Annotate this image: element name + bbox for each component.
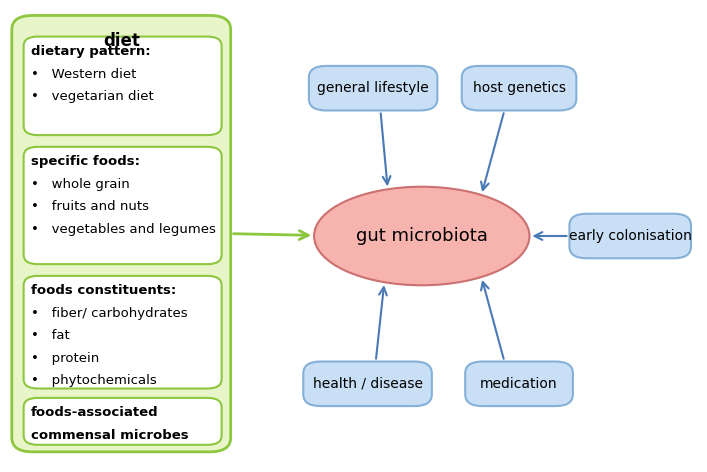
- FancyBboxPatch shape: [12, 16, 230, 452]
- Text: •   vegetables and legumes: • vegetables and legumes: [30, 223, 216, 236]
- Text: •   fiber/ carbohydrates: • fiber/ carbohydrates: [30, 307, 187, 320]
- Text: medication: medication: [480, 377, 558, 391]
- Text: •   phytochemicals: • phytochemicals: [30, 374, 156, 388]
- FancyBboxPatch shape: [462, 66, 576, 110]
- Text: general lifestyle: general lifestyle: [317, 81, 429, 95]
- Text: dietary pattern:: dietary pattern:: [30, 45, 150, 58]
- Text: health / disease: health / disease: [312, 377, 423, 391]
- Text: •   vegetarian diet: • vegetarian diet: [30, 90, 153, 103]
- FancyBboxPatch shape: [23, 398, 222, 445]
- FancyBboxPatch shape: [569, 214, 691, 258]
- FancyBboxPatch shape: [465, 362, 573, 406]
- FancyBboxPatch shape: [23, 276, 222, 388]
- FancyBboxPatch shape: [23, 147, 222, 264]
- Text: diet: diet: [103, 32, 140, 50]
- Text: gut microbiota: gut microbiota: [356, 227, 488, 245]
- Text: •   Western diet: • Western diet: [30, 67, 136, 81]
- Text: foods constituents:: foods constituents:: [30, 284, 176, 297]
- Text: host genetics: host genetics: [472, 81, 566, 95]
- Text: •   fruits and nuts: • fruits and nuts: [30, 200, 148, 213]
- Text: commensal microbes: commensal microbes: [30, 429, 188, 442]
- Text: foods-associated: foods-associated: [30, 406, 158, 419]
- FancyBboxPatch shape: [23, 37, 222, 135]
- Text: •   whole grain: • whole grain: [30, 178, 129, 191]
- Text: •   protein: • protein: [30, 352, 99, 365]
- FancyBboxPatch shape: [309, 66, 438, 110]
- Text: early colonisation: early colonisation: [568, 229, 691, 243]
- Text: •   fat: • fat: [30, 329, 69, 342]
- Ellipse shape: [314, 187, 530, 285]
- FancyBboxPatch shape: [303, 362, 432, 406]
- Text: specific foods:: specific foods:: [30, 155, 139, 169]
